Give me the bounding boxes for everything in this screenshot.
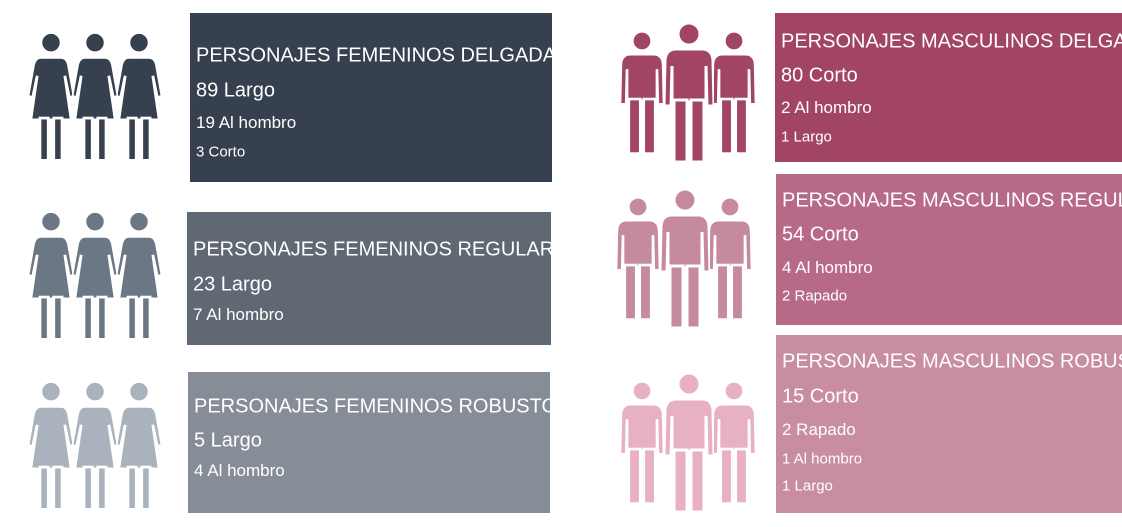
panel-title: PERSONAJES FEMENINOS REGULARES bbox=[193, 238, 551, 261]
panel-line: 15 Corto bbox=[782, 385, 859, 408]
panel-line: 1 Largo bbox=[781, 128, 832, 146]
panel-line: 3 Corto bbox=[196, 143, 246, 161]
male-icons-3 bbox=[620, 372, 756, 512]
panel-title: PERSONAJES MASCULINOS REGULARES bbox=[782, 189, 1122, 212]
panel-line: 2 Rapado bbox=[782, 420, 856, 439]
panel: PERSONAJES FEMENINOS ROBUSTOS 5 Largo 4 Al… bbox=[188, 372, 550, 513]
panel-line: 2 Al hombro bbox=[781, 98, 872, 117]
panel-line: 4 Al hombro bbox=[194, 461, 285, 480]
panel: PERSONAJES MASCULINOS ROBUSTOS 15 Corto 2 … bbox=[776, 335, 1122, 513]
panel-line: 2 Rapado bbox=[782, 287, 848, 305]
male-icons-2 bbox=[616, 188, 752, 328]
panel-line: 4 Al hombro bbox=[782, 258, 873, 277]
panel-line: 80 Corto bbox=[781, 64, 858, 87]
panel: PERSONAJES MASCULINOS DELGADOS 80 Corto 2 … bbox=[775, 13, 1122, 162]
panel: PERSONAJES FEMENINOS REGULARES 23 Largo 7 … bbox=[187, 212, 551, 345]
panel-title: PERSONAJES FEMENINOS ROBUSTOS bbox=[194, 395, 550, 418]
panel-title: PERSONAJES MASCULINOS DELGADOS bbox=[781, 30, 1122, 53]
panel-line: 5 Largo bbox=[194, 429, 262, 452]
panel-line: 1 Largo bbox=[782, 477, 833, 495]
panel-line: 54 Corto bbox=[782, 223, 859, 246]
male-icons-1 bbox=[620, 22, 756, 162]
female-icons-3 bbox=[28, 380, 162, 511]
panel-title: PERSONAJES MASCULINOS ROBUSTOS bbox=[782, 350, 1122, 373]
panel: PERSONAJES FEMENINOS DELGADAS 89 Largo 19 … bbox=[190, 13, 552, 182]
panel-line: 7 Al hombro bbox=[193, 305, 284, 324]
panel-line: 89 Largo bbox=[196, 79, 275, 102]
panel-line: 19 Al hombro bbox=[196, 113, 297, 132]
panel: PERSONAJES MASCULINOS REGULARES 54 Corto 4… bbox=[776, 174, 1122, 325]
panel-title: PERSONAJES FEMENINOS DELGADAS bbox=[196, 44, 552, 67]
female-icons-2 bbox=[28, 210, 162, 341]
female-icons-1 bbox=[28, 31, 162, 162]
panel-line: 1 Al hombro bbox=[782, 450, 863, 468]
panel-line: 23 Largo bbox=[193, 273, 272, 296]
